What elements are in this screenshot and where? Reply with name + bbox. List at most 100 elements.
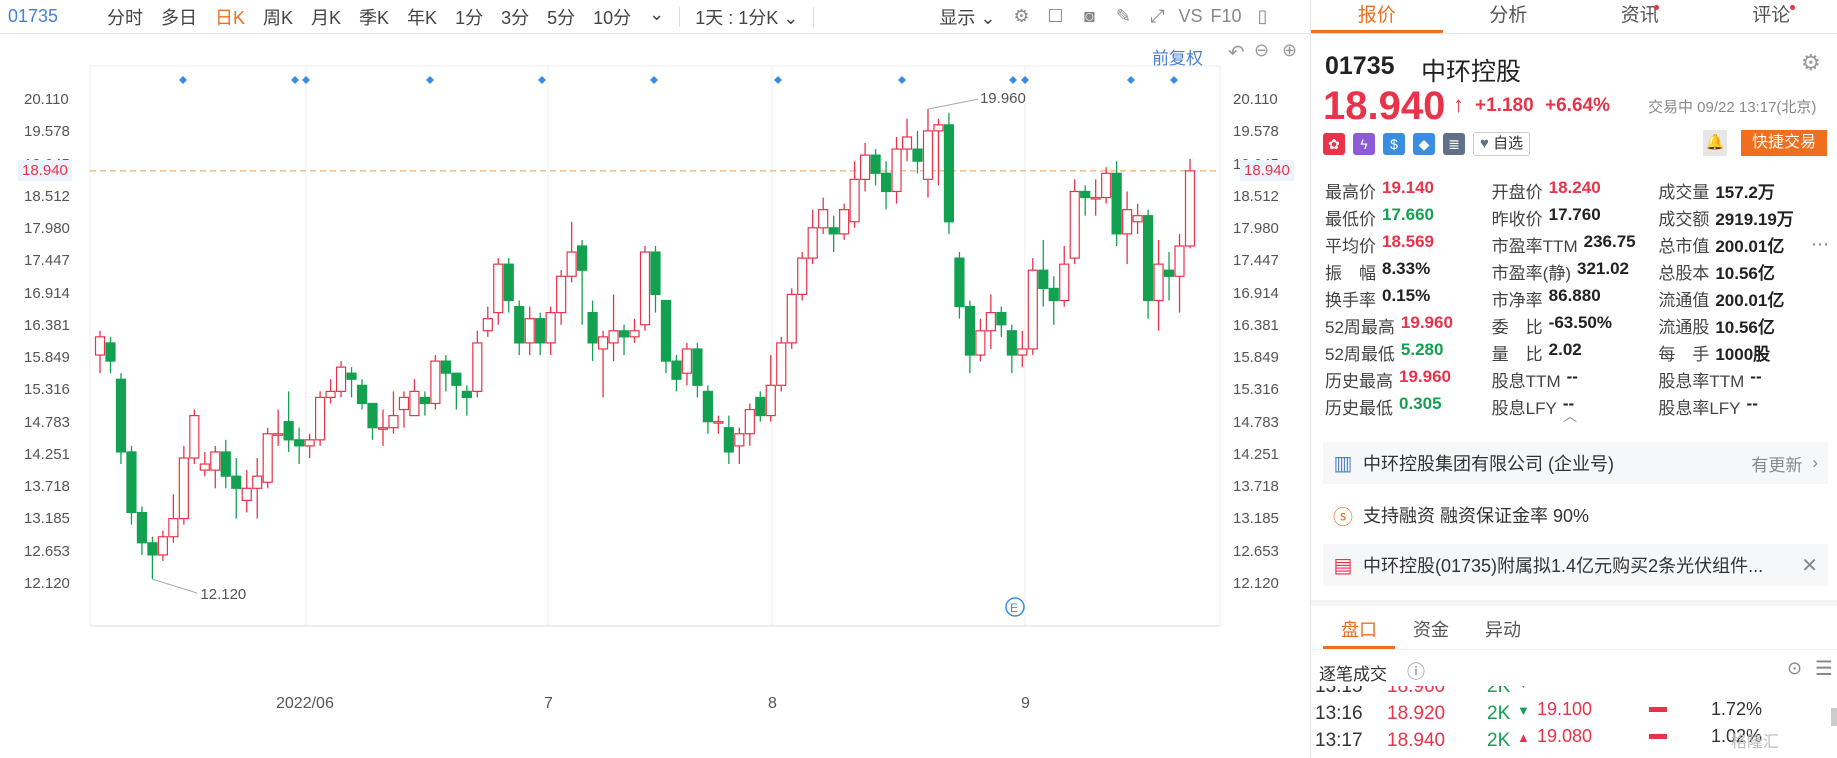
timeframe-tab[interactable]: 分时 xyxy=(107,7,143,28)
stat-label: 开盘价 xyxy=(1491,183,1543,202)
scrollbar[interactable] xyxy=(1831,708,1837,726)
event-marker-icon[interactable] xyxy=(291,76,299,84)
trading-status: 交易中 09/22 13:17(北京) xyxy=(1648,99,1817,116)
stat-value: 86.880 xyxy=(1548,286,1601,305)
pencil-icon[interactable]: ✎ xyxy=(1115,6,1132,26)
display-label: 显示 xyxy=(939,7,976,28)
panel-tab[interactable]: 分析 xyxy=(1443,0,1575,33)
event-marker-icon[interactable] xyxy=(1021,76,1029,84)
bottom-tab[interactable]: 盘口 xyxy=(1323,612,1395,649)
kline-chart[interactable]: 前复权 ↶ ⊖ ⊕ 2022/06 7 8 9 19.960 12.120 E 20.110… xyxy=(0,36,1310,758)
panel-tab[interactable]: 报价 xyxy=(1311,0,1443,33)
more-icon[interactable]: ⋯ xyxy=(1811,234,1829,254)
undo-icon[interactable]: ↶ xyxy=(1228,42,1245,64)
candle-down xyxy=(105,342,116,362)
panel-tabs: 报价 分析 资讯 评论 xyxy=(1311,0,1837,34)
add-watchlist-button[interactable]: ♥ 自选 xyxy=(1473,132,1531,156)
timeframe-tab[interactable]: 多日 xyxy=(161,7,197,28)
stock-code-input[interactable]: 01735 xyxy=(8,6,59,26)
collapse-icon[interactable]: ︿ xyxy=(1563,408,1577,424)
event-marker-icon[interactable] xyxy=(898,76,906,84)
quick-trade-button[interactable]: 快捷交易 xyxy=(1741,130,1827,156)
fullscreen-icon[interactable]: ⤢ xyxy=(1150,6,1165,26)
timeframe-tab[interactable]: 月K xyxy=(311,7,342,28)
timeframe-tab[interactable]: 年K xyxy=(407,7,438,28)
compare-button[interactable]: VS xyxy=(1178,6,1203,26)
timeframe-tab[interactable]: 5分 xyxy=(547,7,576,28)
list-icon[interactable]: ☰ xyxy=(1815,658,1833,680)
stat-value: 19.960 xyxy=(1400,313,1453,332)
stat-value: 0.15% xyxy=(1382,286,1431,305)
camera-icon[interactable]: ◙ xyxy=(1084,6,1095,26)
timeframe-tab[interactable]: 日K xyxy=(215,7,246,28)
stat-value: -- xyxy=(1750,367,1762,386)
panel-tab[interactable]: 评论 xyxy=(1706,0,1837,33)
stat-label: 振 幅 xyxy=(1325,264,1376,283)
event-marker-icon[interactable] xyxy=(650,76,658,84)
timeframe-tab[interactable]: 10分 xyxy=(593,7,632,28)
event-marker-icon[interactable] xyxy=(1009,76,1017,84)
candle-down xyxy=(514,305,525,344)
event-marker-icon[interactable] xyxy=(1127,76,1135,84)
sidebar-toggle-icon[interactable]: ▯ xyxy=(1257,6,1268,26)
candlestick-plot[interactable]: 2022/06 7 8 9 19.960 12.120 E xyxy=(0,36,1310,758)
candle-up xyxy=(859,154,871,180)
stat-cell: 历史最高 19.960 xyxy=(1325,367,1492,394)
candle-up xyxy=(797,257,808,296)
bottom-tab[interactable]: 异动 xyxy=(1485,620,1521,640)
candle-up xyxy=(157,536,168,556)
hk-flag-icon[interactable]: ✿ xyxy=(1323,133,1345,155)
event-marker-icon[interactable] xyxy=(302,76,310,84)
more-icon[interactable]: ⊙ xyxy=(1787,658,1803,678)
settings-icon[interactable]: ⚙ xyxy=(1013,6,1030,26)
lightning-icon[interactable]: ϟ xyxy=(1353,133,1375,155)
candle-down xyxy=(587,312,598,344)
tag-icon[interactable]: ◆ xyxy=(1413,133,1435,155)
event-marker-icon[interactable] xyxy=(179,76,187,84)
news-text: 中环控股(01735)附属拟1.4亿元购买2条光伏组件... xyxy=(1363,556,1764,576)
close-icon[interactable]: ✕ xyxy=(1801,554,1818,577)
f10-button[interactable]: F10 xyxy=(1210,6,1242,26)
zoom-out-icon[interactable]: ⊖ xyxy=(1254,40,1270,60)
candle-down xyxy=(451,372,462,386)
tick-price: 18.920 xyxy=(1387,703,1446,724)
y-tick-label: 14.783 xyxy=(24,413,70,431)
panel-tab[interactable]: 资讯 xyxy=(1574,0,1706,33)
candle-up xyxy=(1132,215,1143,223)
adjust-mode-button[interactable]: 前复权 xyxy=(1152,49,1203,68)
company-row[interactable]: ▥ 中环控股集团有限公司 (企业号) 有更新 › xyxy=(1323,442,1828,484)
stat-label: 总股本 xyxy=(1658,264,1710,283)
level-row: 19.100 1.72% xyxy=(1537,696,1837,723)
candle-up xyxy=(556,275,567,314)
note-icon[interactable]: ≣ xyxy=(1443,133,1465,155)
chevron-down-icon[interactable]: ⌄ xyxy=(649,3,665,24)
dollar-icon[interactable]: $ xyxy=(1383,133,1405,155)
bell-icon[interactable]: 🔔 xyxy=(1703,130,1727,156)
candle-up xyxy=(608,330,619,344)
y-tick-label: 18.512 xyxy=(1233,187,1279,205)
settings-icon[interactable]: ⚙ xyxy=(1801,50,1821,75)
margin-row[interactable]: ⓢ 支持融资 融资保证金率 90% xyxy=(1323,494,1828,536)
event-marker-icon[interactable] xyxy=(426,76,434,84)
timeframe-tab[interactable]: 周K xyxy=(263,7,294,28)
timeframe-tab[interactable]: 季K xyxy=(359,7,390,28)
display-dropdown[interactable]: 显示 ⌄ xyxy=(939,7,996,28)
timeframe-tab[interactable]: 1分 xyxy=(455,7,484,28)
panel-tab-label: 报价 xyxy=(1357,5,1396,26)
interval-mode-select[interactable]: 1天 : 1分K ⌄ xyxy=(695,7,799,28)
event-marker-icon[interactable] xyxy=(774,76,782,84)
chart-style-icon[interactable]: ☐ xyxy=(1047,6,1064,26)
info-icon[interactable]: ⓘ xyxy=(1407,662,1425,682)
event-marker-icon[interactable] xyxy=(538,76,546,84)
timeframe-tab[interactable]: 3分 xyxy=(501,7,530,28)
y-tick-label: 19.578 xyxy=(1233,123,1279,141)
tick-time: 13:16 xyxy=(1315,703,1363,724)
earnings-marker-icon[interactable] xyxy=(1005,597,1025,617)
zoom-in-icon[interactable]: ⊕ xyxy=(1282,40,1298,60)
bottom-tab[interactable]: 资金 xyxy=(1413,620,1449,640)
news-row[interactable]: ▤ 中环控股(01735)附属拟1.4亿元购买2条光伏组件... ✕ xyxy=(1323,544,1828,586)
stat-value: 236.75 xyxy=(1583,232,1636,251)
event-marker-icon[interactable] xyxy=(1170,76,1178,84)
up-arrow-icon: ↑ xyxy=(1453,92,1464,117)
candle-up xyxy=(524,318,535,344)
